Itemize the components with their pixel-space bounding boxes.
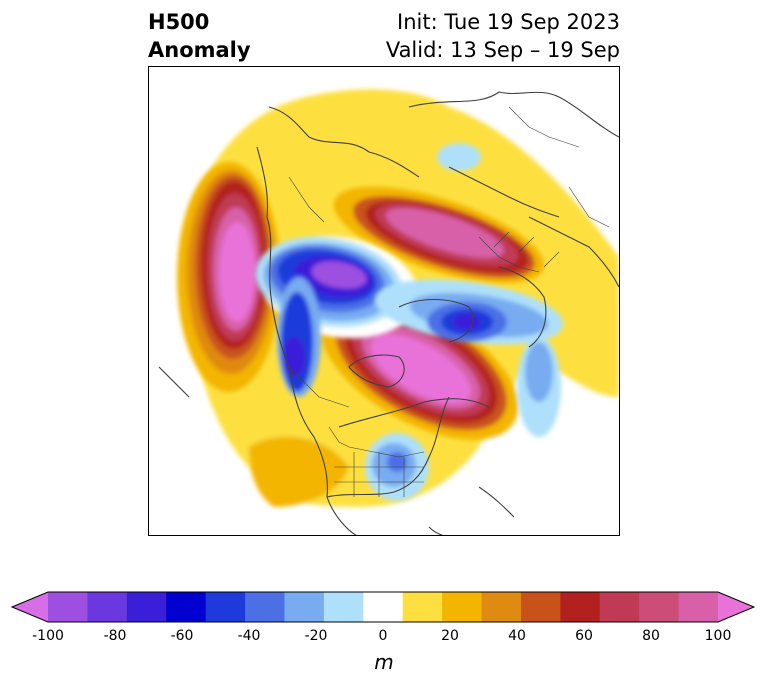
colorbar-swatch (678, 592, 719, 622)
anomaly-map-svg (149, 89, 619, 535)
colorbar-swatch (87, 592, 128, 622)
western-trough (255, 235, 419, 397)
map-title-left: H500 Anomaly (148, 8, 251, 64)
colorbar-swatch (323, 592, 364, 622)
title-variable: H500 (148, 10, 210, 34)
colorbar-tick-label: 20 (441, 628, 459, 644)
colorbar-extend-max (718, 592, 754, 622)
colorbar-tick-label: -100 (32, 628, 64, 644)
colorbar-tick-label: 100 (704, 628, 732, 644)
title-field: Anomaly (148, 38, 251, 62)
colorbar-tick-label: -80 (103, 628, 127, 644)
country-borders (288, 106, 610, 497)
anomaly-map (148, 66, 620, 536)
coastlines (158, 91, 619, 535)
colorbar-tick-label: -60 (170, 628, 194, 644)
colorbar-swatch (284, 592, 325, 622)
colorbar-tick-label: 60 (575, 628, 593, 644)
atlantic-trough (374, 279, 564, 437)
western-ridge (177, 162, 281, 392)
colorbar-swatch (205, 592, 246, 622)
title-init-time: Init: Tue 19 Sep 2023 (397, 10, 620, 34)
colorbar-tick-label: 80 (642, 628, 660, 644)
colorbar-swatch (599, 592, 640, 622)
colorbar-swatch (481, 592, 522, 622)
colorbar-swatch (520, 592, 561, 622)
colorbar-tick-label: -20 (304, 628, 328, 644)
colorbar-swatch (639, 592, 680, 622)
map-blank-edge (149, 287, 161, 322)
colorbar-tick-label: 0 (378, 628, 388, 644)
colorbar-swatches (12, 592, 754, 622)
colorbar-swatch (363, 592, 404, 622)
colorbar-extend-min (12, 592, 48, 622)
northern-ridge (333, 186, 545, 284)
colorbar-swatch (442, 592, 483, 622)
colorbar-svg (10, 591, 756, 623)
colorbar-unit: m (374, 650, 394, 674)
colorbar-tick-label: 40 (508, 628, 526, 644)
map-title-right: Init: Tue 19 Sep 2023 Valid: 13 Sep – 19… (386, 8, 620, 64)
colorbar-swatch (245, 592, 285, 622)
colorbar-swatch (166, 592, 207, 622)
arctic-trough (437, 143, 481, 171)
colorbar-swatch (402, 592, 443, 622)
title-valid-range: Valid: 13 Sep – 19 Sep (385, 38, 620, 62)
colorbar-swatch (126, 592, 167, 622)
colorbar-tick-label: -40 (237, 628, 261, 644)
colorbar-outline (10, 591, 756, 623)
colorbar-swatch (560, 592, 601, 622)
colorbar-swatch (48, 592, 88, 622)
